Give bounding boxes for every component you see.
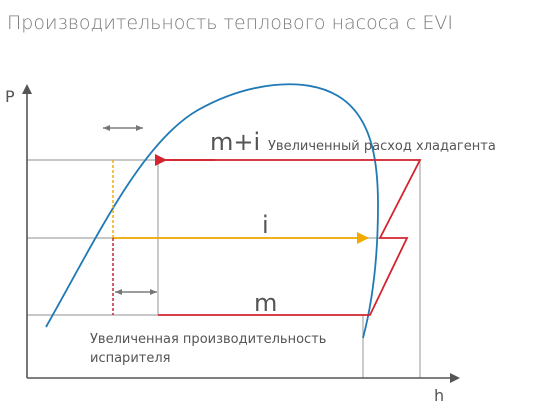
saturation-curve [45, 83, 379, 339]
increased-flow-label: Увеличенный расход хладагента [268, 139, 496, 154]
increased-evaporator-label-line2: испарителя [90, 351, 170, 366]
main-cycle [158, 159, 422, 316]
axes [22, 84, 460, 383]
flow-label-m: m [254, 289, 277, 317]
y-axis-label: P [5, 87, 15, 106]
x-axis-label: h [434, 386, 444, 405]
flow-label-m-plus-i: m+i [210, 128, 260, 156]
increased-evaporator-label-line1: Увеличенная производительность [90, 332, 326, 347]
flow-label-i: i [262, 211, 269, 239]
diagram-title: Производительность теплового насоса с EV… [7, 12, 453, 34]
